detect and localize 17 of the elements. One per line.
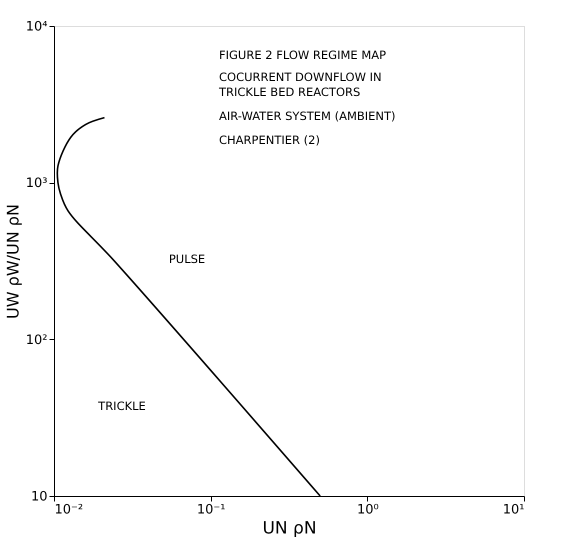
x-tick-label: 10⁻² (54, 502, 84, 518)
y-tick-label: 10² (26, 332, 48, 348)
annotation: COCURRENT DOWNFLOW IN (219, 70, 382, 84)
y-tick-label: 10⁴ (26, 20, 48, 34)
y-tick-label: 10 (30, 490, 48, 504)
x-tick-label: 10⁰ (356, 502, 379, 518)
y-tick-label: 10³ (26, 176, 48, 192)
x-axis-title: UN ρN (262, 518, 317, 538)
annotation: CHARPENTIER (2) (219, 133, 320, 147)
annotation: AIR-WATER SYSTEM (AMBIENT) (219, 109, 396, 123)
x-tick-label: 10⁻¹ (196, 502, 226, 518)
annotation: FIGURE 2 FLOW REGIME MAP (219, 48, 386, 62)
y-axis-title: UW ρW/UN ρN (4, 204, 23, 319)
annotation: PULSE (168, 252, 206, 266)
x-tick-label: 10¹ (502, 502, 524, 518)
annotation: TRICKLE (97, 399, 146, 413)
annotation: TRICKLE BED REACTORS (218, 85, 360, 99)
